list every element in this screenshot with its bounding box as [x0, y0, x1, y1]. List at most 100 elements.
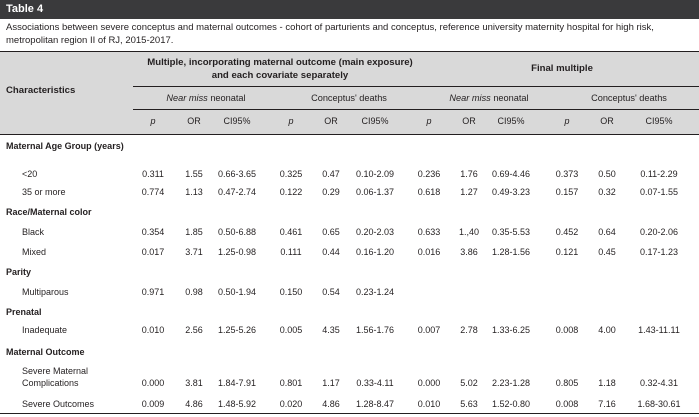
table-cell: 0.35-5.53 — [491, 227, 531, 237]
row-label: Inadequate — [22, 325, 68, 335]
table-cell: 0.971 — [141, 287, 165, 297]
table-cell: 1.48-5.92 — [217, 399, 257, 409]
table-cell: 0.325 — [279, 169, 303, 179]
table-cell: 0.65 — [322, 227, 340, 237]
table-cell: 0.020 — [279, 399, 303, 409]
table-cell: 0.50-6.88 — [217, 227, 257, 237]
table-cell: 0.47-2.74 — [217, 187, 257, 197]
table-cell: 0.20-2.03 — [355, 227, 395, 237]
row-label: Multiparous — [22, 287, 69, 297]
column-header-p: p — [288, 116, 294, 126]
row-label: Severe Maternal Complications — [22, 366, 89, 388]
column-header-or: OR — [324, 116, 338, 126]
table-cell: 0.49-3.23 — [491, 187, 531, 197]
subheader-rule — [133, 109, 699, 110]
table-cell: 0.07-1.55 — [639, 187, 679, 197]
table-cell: 0.45 — [598, 247, 616, 257]
table-cell: 0.801 — [279, 378, 303, 388]
table-cell: 0.774 — [141, 187, 165, 197]
table-cell: 1.52-0.80 — [491, 399, 531, 409]
table-cell: 0.64 — [598, 227, 616, 237]
table-cell: 0.000 — [417, 378, 441, 388]
table-cell: 0.000 — [141, 378, 165, 388]
column-header-ci: CI95% — [223, 116, 251, 126]
column-header-p: p — [426, 116, 432, 126]
table-cell: 1.85 — [185, 227, 203, 237]
table-cell: 0.20-2.06 — [639, 227, 679, 237]
table-cell: 0.10-2.09 — [355, 169, 395, 179]
table-cell: 4.86 — [185, 399, 203, 409]
table-cell: 1.28-8.47 — [355, 399, 395, 409]
header-top-rule — [0, 51, 699, 52]
subheader-deaths-1: Conceptus' deaths — [311, 93, 387, 103]
table-cell: 0.16-1.20 — [355, 247, 395, 257]
table-cell: 0.009 — [141, 399, 165, 409]
column-header-or: OR — [600, 116, 614, 126]
table-cell: 0.11-2.29 — [640, 169, 678, 179]
table-header-band — [0, 51, 699, 134]
table-cell: 1.27 — [460, 187, 478, 197]
table-cell: 2.78 — [460, 325, 478, 335]
table-cell: 0.121 — [555, 247, 579, 257]
row-label: Mixed — [22, 247, 47, 257]
column-header-ci: CI95% — [497, 116, 525, 126]
column-header-or: OR — [462, 116, 476, 126]
table-cell: 0.33-4.11 — [356, 378, 394, 388]
row-group-label: Race/Maternal color — [6, 207, 92, 217]
table-cell: 1.55 — [185, 169, 203, 179]
row-group-label: Maternal Age Group (years) — [6, 141, 124, 151]
table-cell: 0.017 — [141, 247, 165, 257]
table-cell: 1.,40 — [458, 227, 480, 237]
group1-header: Multiple, incorporating maternal outcome… — [147, 57, 413, 81]
table-cell: 1.84-7.91 — [217, 378, 257, 388]
table-bottom-rule — [0, 413, 699, 414]
table-cell: 0.47 — [322, 169, 340, 179]
near-miss-italic: Near miss — [449, 93, 491, 103]
table-cell: 3.71 — [185, 247, 203, 257]
table-cell: 0.54 — [322, 287, 340, 297]
table-cell: 1.18 — [598, 378, 616, 388]
table-cell: 1.25-0.98 — [217, 247, 257, 257]
subheader-deaths-2: Conceptus' deaths — [591, 93, 667, 103]
table-cell: 0.373 — [555, 169, 579, 179]
table-cell: 0.354 — [141, 227, 165, 237]
table-cell: 0.805 — [555, 378, 579, 388]
table-cell: 0.452 — [555, 227, 579, 237]
row-label: <20 — [22, 169, 38, 179]
table-cell: 0.69-4.46 — [491, 169, 531, 179]
table-cell: 0.66-3.65 — [217, 169, 257, 179]
row-label: 35 or more — [22, 187, 66, 197]
table-cell: 0.32 — [598, 187, 616, 197]
table-cell: 0.008 — [555, 399, 579, 409]
table-cell: 0.122 — [279, 187, 303, 197]
subheader-nm-1: Near miss neonatal — [133, 92, 279, 104]
table-cell: 1.17 — [322, 378, 340, 388]
header-bottom-rule — [0, 134, 699, 135]
table-cell: 0.010 — [141, 325, 165, 335]
table-cell: 0.008 — [555, 325, 579, 335]
table-cell: 1.33-6.25 — [491, 325, 531, 335]
row-group-label: Parity — [6, 267, 32, 277]
column-header-p: p — [150, 116, 156, 126]
table-cell: 0.23-1.24 — [355, 287, 395, 297]
group-rule — [133, 86, 699, 87]
table-caption: Associations between severe conceptus an… — [6, 22, 654, 46]
table-cell: 3.86 — [460, 247, 478, 257]
table-cell: 1.56-1.76 — [355, 325, 395, 335]
table-cell: 0.010 — [417, 399, 441, 409]
table-cell: 0.005 — [279, 325, 303, 335]
table-cell: 0.50 — [598, 169, 616, 179]
table-cell: 1.43-11.11 — [638, 325, 680, 335]
table-cell: 0.618 — [417, 187, 441, 197]
table-cell: 0.06-1.37 — [355, 187, 395, 197]
characteristics-header: Characteristics — [6, 85, 76, 96]
table-cell: 1.28-1.56 — [491, 247, 531, 257]
table-cell: 0.17-1.23 — [639, 247, 679, 257]
table-cell: 0.98 — [185, 287, 203, 297]
table-cell: 1.25-5.26 — [217, 325, 257, 335]
table-cell: 1.76 — [460, 169, 478, 179]
table-cell: 0.50-1.94 — [217, 287, 257, 297]
neonatal-text: neonatal — [207, 93, 246, 103]
table-cell: 5.02 — [460, 378, 478, 388]
